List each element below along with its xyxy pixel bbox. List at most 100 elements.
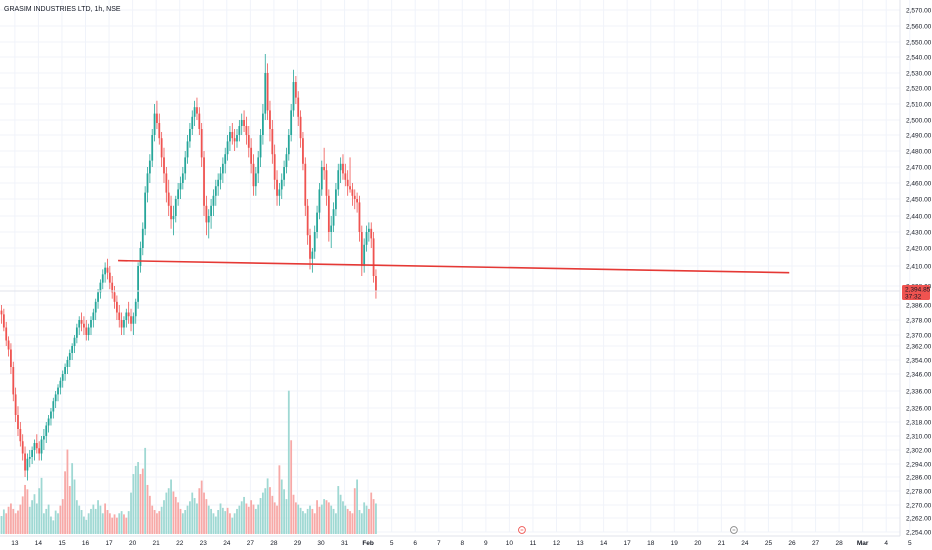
volume-bar bbox=[356, 479, 359, 534]
volume-bar bbox=[198, 488, 201, 534]
candle-body bbox=[78, 320, 81, 328]
price-axis-label: 2,270.00 bbox=[906, 502, 932, 509]
volume-bar bbox=[151, 505, 154, 534]
volume-bar bbox=[118, 513, 121, 534]
volume-bar bbox=[92, 504, 95, 534]
candle-body bbox=[184, 157, 187, 174]
volume-bar bbox=[327, 502, 330, 534]
price-axis-label: 2,480.00 bbox=[906, 148, 932, 155]
volume-bar bbox=[165, 492, 168, 534]
candle-body bbox=[0, 310, 3, 315]
candle-body bbox=[118, 312, 121, 320]
time-axis-label: 27 bbox=[812, 540, 820, 547]
candle-body bbox=[335, 189, 337, 210]
volume-bar bbox=[78, 505, 81, 534]
volume-bar bbox=[19, 504, 22, 534]
time-axis-label: 27 bbox=[247, 540, 255, 547]
candle-body bbox=[356, 199, 359, 203]
candle-body bbox=[200, 129, 203, 158]
last-price-tag-background bbox=[902, 284, 930, 300]
time-axis-label: 20 bbox=[694, 540, 702, 547]
candle-body bbox=[358, 202, 361, 232]
volume-bar bbox=[21, 496, 24, 534]
last-price-value: 2,394.85 bbox=[905, 286, 931, 293]
candle-body bbox=[71, 346, 74, 353]
candle-body bbox=[191, 116, 194, 129]
volume-bar bbox=[325, 500, 328, 534]
candle-body bbox=[370, 228, 373, 239]
volume-bar bbox=[226, 507, 229, 534]
volume-bar bbox=[42, 513, 45, 534]
time-axis-label: 19 bbox=[671, 540, 679, 547]
volume-bar bbox=[45, 508, 48, 534]
candle-body bbox=[130, 316, 132, 324]
candle-body bbox=[31, 450, 34, 457]
candle-body bbox=[115, 301, 118, 313]
volume-bar bbox=[367, 508, 370, 534]
volume-bar bbox=[370, 492, 373, 534]
price-axis-label: 2,450.00 bbox=[906, 196, 932, 203]
candle-body bbox=[101, 274, 104, 283]
volume-bar bbox=[247, 506, 250, 534]
volume-bar bbox=[337, 486, 340, 534]
volume-bar bbox=[108, 513, 111, 534]
candle-body bbox=[243, 120, 245, 126]
price-axis-label: 2,362.00 bbox=[906, 343, 932, 350]
candle-body bbox=[5, 327, 8, 341]
candle-body bbox=[139, 248, 142, 266]
volume-bar bbox=[125, 517, 128, 534]
time-axis-label: 12 bbox=[553, 540, 561, 547]
price-axis-label: 2,294.00 bbox=[906, 461, 932, 468]
time-axis-label: 5 bbox=[390, 540, 394, 547]
trendline[interactable] bbox=[118, 259, 790, 274]
candle-body bbox=[221, 163, 224, 174]
volume-bar bbox=[52, 520, 55, 534]
time-axis[interactable]: 13 14 15 16 17 20 21 22 23 24 27 28 29 30 31 Feb 5 6 7 8 9 10… bbox=[0, 535, 912, 547]
volume-bar bbox=[264, 488, 267, 534]
time-axis-label: 31 bbox=[341, 540, 349, 547]
volume-bar bbox=[311, 508, 314, 534]
candle-body bbox=[87, 327, 90, 335]
candle-body bbox=[346, 179, 349, 187]
last-price-tag: 2,394.85 37:32 bbox=[902, 284, 931, 300]
volume-bar bbox=[14, 513, 17, 534]
candle-body bbox=[273, 154, 276, 180]
volume-bar bbox=[2, 509, 5, 534]
price-axis-label: 2,500.00 bbox=[906, 117, 932, 124]
candle-body bbox=[276, 179, 278, 196]
volume-bar bbox=[158, 511, 161, 534]
volume-bar bbox=[26, 489, 29, 534]
price-axis-label: 2,302.00 bbox=[906, 447, 932, 454]
volume-bar bbox=[10, 503, 12, 534]
time-axis-label: 10 bbox=[506, 540, 514, 547]
candle-body bbox=[233, 138, 236, 142]
candle-body bbox=[54, 394, 57, 402]
volume-bar bbox=[163, 500, 165, 534]
candle-body bbox=[278, 189, 281, 196]
candle-body bbox=[280, 179, 283, 190]
candle-body bbox=[367, 228, 370, 232]
volume-bar bbox=[278, 465, 281, 534]
volume-bar bbox=[323, 499, 326, 534]
volume-bar bbox=[240, 501, 243, 534]
candle-body bbox=[264, 73, 267, 114]
event-markers bbox=[518, 526, 738, 534]
candle-body bbox=[226, 141, 229, 155]
volume-bar bbox=[186, 505, 189, 534]
candle-body bbox=[290, 110, 293, 135]
volume-bar bbox=[375, 503, 377, 534]
volume-bar bbox=[203, 492, 205, 534]
candle-body bbox=[205, 205, 208, 223]
candle-body bbox=[250, 147, 253, 164]
volume-bar bbox=[94, 508, 97, 534]
volume-bar bbox=[245, 503, 248, 534]
candle-body bbox=[285, 154, 288, 167]
candle-body bbox=[283, 167, 285, 180]
volume-bar bbox=[66, 449, 69, 534]
candle-body bbox=[240, 120, 243, 126]
volume-bar bbox=[137, 462, 139, 534]
candle-body bbox=[224, 154, 227, 164]
candle-body bbox=[309, 235, 311, 259]
